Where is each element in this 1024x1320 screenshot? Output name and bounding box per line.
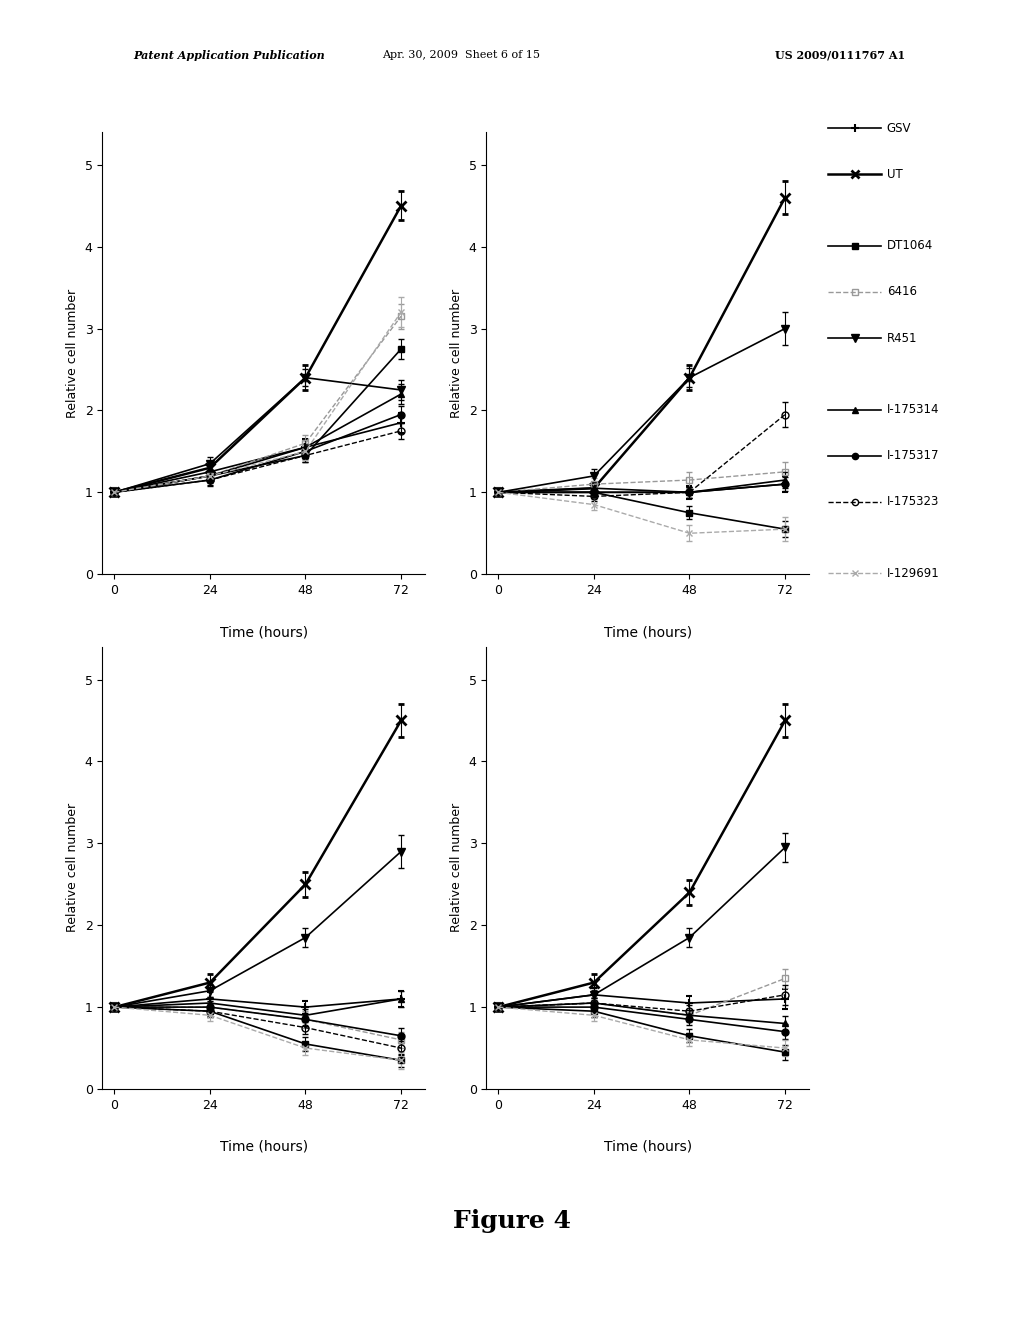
- Text: Time (hours): Time (hours): [603, 1140, 692, 1154]
- Text: DT1064: DT1064: [887, 239, 933, 252]
- Text: GSV: GSV: [887, 121, 911, 135]
- Text: UT: UT: [887, 168, 902, 181]
- Text: Apr. 30, 2009  Sheet 6 of 15: Apr. 30, 2009 Sheet 6 of 15: [382, 50, 540, 61]
- Text: US 2009/0111767 A1: US 2009/0111767 A1: [774, 50, 905, 61]
- Text: 6416: 6416: [887, 285, 916, 298]
- Y-axis label: Relative cell number: Relative cell number: [67, 804, 79, 932]
- Text: I-175323: I-175323: [887, 495, 939, 508]
- Text: Figure 4: Figure 4: [453, 1209, 571, 1233]
- Text: R451: R451: [887, 331, 918, 345]
- Y-axis label: Relative cell number: Relative cell number: [67, 289, 79, 417]
- Y-axis label: Relative cell number: Relative cell number: [451, 804, 463, 932]
- Text: I-175317: I-175317: [887, 449, 939, 462]
- Text: I-129691: I-129691: [887, 566, 940, 579]
- Text: Time (hours): Time (hours): [219, 1140, 308, 1154]
- Y-axis label: Relative cell number: Relative cell number: [451, 289, 463, 417]
- Text: Time (hours): Time (hours): [603, 626, 692, 639]
- Text: I-175314: I-175314: [887, 403, 939, 416]
- Text: Patent Application Publication: Patent Application Publication: [133, 50, 325, 61]
- Text: Time (hours): Time (hours): [219, 626, 308, 639]
